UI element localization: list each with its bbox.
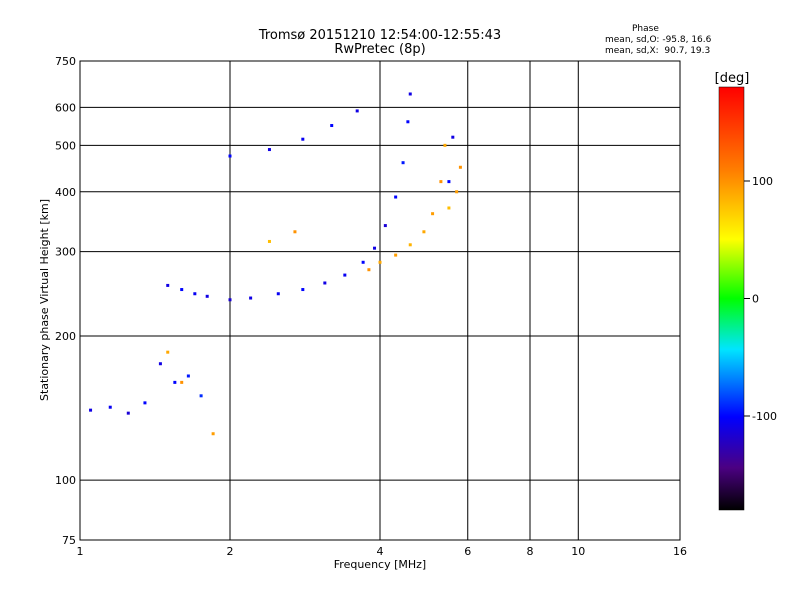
scatter-points	[89, 92, 462, 436]
data-point-o	[228, 298, 232, 302]
colorbar: [deg] 100 0 -100	[715, 71, 777, 511]
data-point-x	[293, 230, 297, 234]
stats-heading: Phase	[632, 24, 659, 34]
data-point-o	[408, 92, 412, 96]
data-point-x	[443, 143, 447, 147]
data-point-o	[373, 246, 377, 250]
y-tick-label: 500	[55, 139, 76, 152]
y-tick-label: 100	[55, 474, 76, 487]
data-point-o	[343, 273, 347, 277]
x-tick-label: 8	[527, 545, 534, 558]
plot-frame	[79, 60, 681, 541]
data-point-x	[439, 180, 443, 184]
data-point-x	[378, 260, 382, 264]
data-point-o	[158, 362, 162, 366]
data-point-o	[301, 137, 305, 141]
data-point-o	[228, 154, 232, 158]
x-tick-label: 6	[464, 545, 471, 558]
x-tick-label: 16	[673, 545, 687, 558]
data-point-o	[249, 296, 253, 300]
data-point-x	[367, 268, 371, 272]
data-point-o	[401, 161, 405, 165]
data-point-o	[89, 408, 93, 412]
data-point-x	[431, 212, 435, 216]
x-tick-label: 2	[227, 545, 234, 558]
data-point-x	[211, 432, 215, 436]
x-axis-label: Frequency [MHz]	[334, 558, 426, 571]
x-tick-label: 1	[77, 545, 84, 558]
data-point-x	[455, 190, 459, 194]
data-point-x	[422, 230, 426, 234]
x-tick-label: 10	[571, 545, 585, 558]
x-tick-label: 4	[377, 545, 384, 558]
chart-title: Tromsø 20151210 12:54:00-12:55:43	[258, 28, 502, 43]
y-tick-label: 200	[55, 330, 76, 343]
data-point-o	[447, 180, 451, 184]
data-point-o	[323, 281, 327, 285]
data-point-o	[108, 405, 112, 409]
chart-subtitle: RwPretec (8p)	[334, 42, 426, 57]
y-tick-label: 400	[55, 186, 76, 199]
data-point-o	[267, 148, 271, 152]
data-point-o	[406, 120, 410, 124]
data-point-o	[383, 224, 387, 228]
data-point-x	[180, 380, 184, 384]
data-point-o	[276, 292, 280, 296]
data-point-x	[408, 243, 412, 247]
data-point-o	[180, 288, 184, 292]
data-point-o	[355, 109, 359, 113]
data-point-o	[330, 124, 334, 128]
y-axis-label: Stationary phase Virtual Height [km]	[38, 199, 51, 401]
data-point-x	[267, 239, 271, 243]
colorbar-gradient	[718, 86, 745, 511]
data-point-o	[166, 283, 170, 287]
y-tick-label: 300	[55, 246, 76, 259]
y-tick-label: 75	[62, 534, 76, 547]
data-point-o	[143, 401, 147, 405]
y-axis: 75 100 200 300 400 500 600 750	[55, 55, 76, 547]
y-tick-label: 600	[55, 101, 76, 114]
data-point-o	[361, 260, 365, 264]
data-point-x	[394, 253, 398, 257]
data-point-o	[173, 380, 177, 384]
colorbar-tick-label: 100	[752, 175, 773, 188]
data-point-x	[447, 206, 451, 210]
data-point-x	[458, 165, 462, 169]
data-point-o	[186, 374, 190, 378]
data-point-o	[451, 135, 455, 139]
data-point-x	[166, 350, 170, 354]
plot-grid	[80, 61, 680, 540]
data-point-o	[126, 411, 130, 415]
stats-o-mode: mean, sd,O: -95.8, 16.6	[605, 35, 712, 45]
y-tick-label: 750	[55, 55, 76, 68]
colorbar-unit-label: [deg]	[715, 71, 750, 86]
colorbar-tick-label: 0	[752, 293, 759, 306]
data-point-o	[394, 195, 398, 199]
data-point-o	[205, 294, 209, 298]
data-point-o	[193, 292, 197, 296]
data-point-o	[301, 288, 305, 292]
colorbar-ticks: 100 0 -100	[744, 175, 777, 423]
stats-x-mode: mean, sd,X: 90.7, 19.3	[605, 46, 711, 56]
data-point-o	[199, 394, 203, 398]
x-axis: 1 2 4 6 8 10 16	[77, 545, 688, 558]
colorbar-tick-label: -100	[752, 410, 777, 423]
